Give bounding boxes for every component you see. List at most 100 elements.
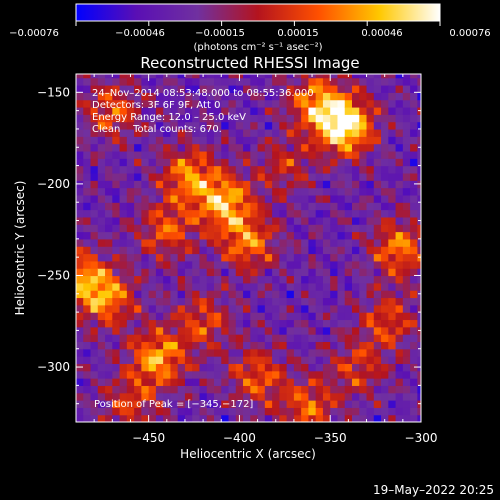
heatmap-cell [235,260,244,269]
heatmap-cell [417,172,421,181]
heatmap-cell [228,304,237,313]
heatmap-cell [214,363,222,372]
heatmap-cell [330,187,339,196]
heatmap-cell [402,143,411,152]
heatmap-cell [119,392,128,401]
heatmap-cell [308,282,317,291]
heatmap-cell [163,334,172,343]
heatmap-cell [366,268,375,277]
heatmap-cell [286,319,295,328]
heatmap-cell [352,341,360,350]
heatmap-cell [97,341,106,350]
heatmap-cell [395,194,404,203]
heatmap-cell [83,165,92,174]
heatmap-cell [235,334,244,343]
heatmap-cell [381,378,389,386]
heatmap-cell [112,106,121,115]
heatmap-cell [170,275,179,284]
heatmap-cell [97,238,106,247]
x-tick-label: −300 [405,431,438,445]
heatmap-cell [272,209,280,218]
heatmap-cell [359,290,368,299]
heatmap-cell [214,224,222,233]
heatmap-cell [344,370,353,379]
heatmap-cell [90,312,99,321]
heatmap-cell [206,121,215,130]
heatmap-cell [76,414,84,422]
heatmap-cell [148,385,157,394]
heatmap-cell [119,297,128,306]
heatmap-cell [221,260,230,269]
heatmap-cell [388,319,397,328]
heatmap-cell [388,224,397,233]
heatmap-cell [206,414,215,422]
heatmap-cell [112,282,121,291]
heatmap-cell [264,84,273,93]
heatmap-cell [308,194,317,203]
heatmap-cell [366,370,375,379]
heatmap-cell [199,378,208,386]
heatmap-cell [272,326,280,335]
heatmap-cell [206,158,215,167]
heatmap-cell [192,319,201,328]
heatmap-cell [337,312,346,321]
heatmap-cell [308,304,317,313]
heatmap-cell [257,187,266,196]
heatmap-cell [250,136,259,145]
heatmap-cell [228,158,237,167]
heatmap-cell [373,326,382,335]
heatmap-cell [402,275,411,284]
heatmap-cell [330,77,339,86]
heatmap-cell [264,290,273,299]
heatmap-cell [308,370,317,379]
heatmap-cell [359,356,368,364]
heatmap-cell [395,356,404,364]
heatmap-cell [417,74,421,79]
heatmap-cell [293,312,302,321]
heatmap-cell [184,290,193,299]
heatmap-cell [184,74,193,79]
heatmap-cell [417,260,421,269]
heatmap-cell [279,246,288,255]
heatmap-cell [279,150,288,159]
heatmap-cell [105,158,113,167]
heatmap-cell [410,407,418,416]
heatmap-cell [301,304,310,313]
heatmap-cell [170,180,179,189]
heatmap-cell [97,312,106,321]
heatmap-cell [177,172,186,181]
heatmap-cell [330,74,339,79]
heatmap-cell [373,216,382,225]
heatmap-cell [184,99,193,108]
heatmap-cell [163,312,172,321]
heatmap-cell [184,165,193,174]
heatmap-cell [206,172,215,181]
heatmap-cell [206,224,215,233]
heatmap-cell [395,326,404,335]
heatmap-cell [112,385,121,394]
heatmap-cell [199,209,208,218]
heatmap-cell [402,231,411,240]
heatmap-cell [243,180,251,189]
heatmap-cell [235,77,244,86]
heatmap-cell [243,319,251,328]
heatmap-cell [163,407,172,416]
heatmap-cell [322,341,331,350]
heatmap-cell [322,106,331,115]
heatmap-cell [105,209,113,218]
heatmap-cell [322,143,331,152]
heatmap-cell [417,378,421,386]
heatmap-cell [228,253,237,262]
heatmap-cell [410,92,418,101]
heatmap-cell [373,392,382,401]
heatmap-cell [76,143,84,152]
heatmap-cell [112,224,121,233]
heatmap-cell [155,99,164,108]
heatmap-cell [228,143,237,152]
heatmap-cell [214,136,222,145]
heatmap-cell [264,202,273,211]
heatmap-cell [243,385,251,394]
heatmap-cell [105,231,113,240]
heatmap-cell [235,392,244,401]
heatmap-cell [184,378,193,386]
